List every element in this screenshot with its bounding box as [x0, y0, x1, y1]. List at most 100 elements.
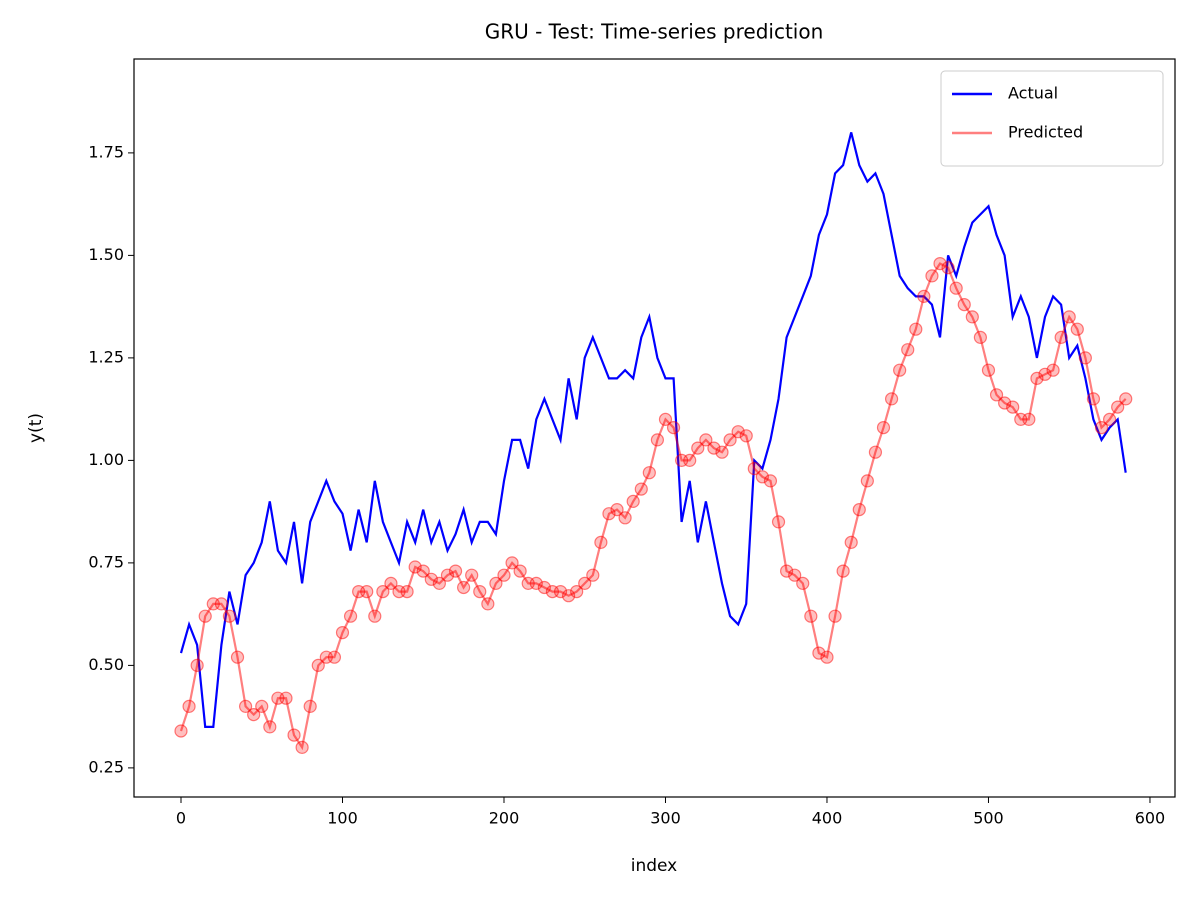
- series-marker: [965, 310, 979, 324]
- series-marker: [650, 433, 665, 447]
- series-marker: [198, 609, 212, 623]
- series-marker: [844, 535, 858, 549]
- series-marker: [448, 564, 463, 578]
- x-tick-label: 400: [812, 809, 843, 828]
- series-marker: [884, 392, 899, 406]
- series-marker: [190, 658, 204, 672]
- series-marker: [327, 650, 342, 664]
- series-marker: [989, 388, 1004, 402]
- chart-title: GRU - Test: Time-series prediction: [485, 20, 824, 44]
- series-marker: [553, 584, 568, 599]
- series-marker: [384, 576, 398, 590]
- series-marker: [691, 441, 705, 455]
- series-marker: [247, 707, 261, 722]
- series-marker: [1038, 367, 1052, 381]
- x-axis-label: index: [631, 856, 678, 876]
- series-marker: [804, 609, 818, 623]
- series-marker: [578, 576, 592, 590]
- series-marker: [998, 396, 1012, 410]
- y-axis-label: y(t): [26, 413, 46, 443]
- y-tick-label: 0.75: [88, 552, 124, 571]
- y-tick-label: 1.50: [88, 245, 124, 264]
- series-marker: [755, 470, 769, 484]
- series-marker: [303, 699, 317, 713]
- series-marker: [440, 568, 455, 582]
- series-marker: [255, 699, 269, 713]
- series-marker: [230, 650, 245, 664]
- series-marker: [876, 420, 891, 435]
- series-marker: [973, 330, 987, 344]
- series-marker: [263, 720, 277, 734]
- series-marker: [586, 568, 600, 582]
- y-tick-label: 1.00: [88, 450, 124, 469]
- series-marker: [852, 502, 866, 517]
- series-marker: [287, 728, 301, 742]
- series-marker: [238, 699, 253, 713]
- series-marker: [723, 433, 737, 447]
- series-marker: [771, 515, 786, 529]
- series-marker: [1062, 310, 1076, 324]
- series-marker: [1102, 412, 1117, 426]
- series-marker: [642, 466, 656, 480]
- series-marker: [699, 433, 713, 447]
- x-tick-label: 600: [1135, 809, 1166, 828]
- series-marker: [981, 363, 996, 377]
- series-marker: [739, 429, 753, 443]
- series-marker: [497, 568, 511, 582]
- series-marker: [416, 564, 430, 578]
- series-marker: [763, 474, 778, 488]
- series-marker: [707, 441, 721, 455]
- legend-box: [940, 70, 1164, 167]
- series-marker: [933, 256, 947, 271]
- series-marker: [222, 609, 237, 623]
- series-marker: [917, 289, 931, 303]
- series-marker: [481, 597, 495, 611]
- series-marker: [1030, 371, 1044, 385]
- series-marker: [424, 572, 438, 586]
- legend-label: Actual: [1008, 84, 1058, 103]
- series-marker: [465, 568, 479, 582]
- y-tick-label: 0.50: [88, 655, 124, 674]
- series-marker: [335, 625, 350, 640]
- series-marker: [1022, 412, 1036, 426]
- series-marker: [626, 494, 640, 508]
- series-marker: [311, 658, 325, 672]
- series-marker: [1119, 392, 1133, 406]
- series-marker: [594, 535, 608, 549]
- series-marker: [731, 425, 745, 439]
- series-marker: [279, 691, 293, 705]
- series-marker: [788, 568, 802, 582]
- y-tick-label: 0.25: [88, 757, 124, 776]
- x-tick-label: 300: [650, 809, 681, 828]
- series-marker: [376, 584, 390, 599]
- series-marker: [529, 576, 543, 590]
- series-marker: [505, 556, 519, 570]
- series-marker: [400, 584, 414, 599]
- series-marker: [457, 580, 471, 595]
- x-tick-label: 0: [176, 809, 186, 828]
- series-marker: [561, 589, 576, 603]
- series-marker: [1086, 392, 1101, 406]
- series-marker: [925, 269, 939, 283]
- series-marker: [1094, 420, 1109, 435]
- series-marker: [214, 597, 228, 611]
- series-marker: [1006, 400, 1020, 414]
- series-marker: [602, 507, 616, 521]
- series-marker: [658, 412, 673, 426]
- series-marker: [747, 461, 761, 476]
- series-marker: [610, 502, 624, 517]
- series-marker: [715, 445, 729, 459]
- series-marker: [432, 576, 446, 590]
- series-marker: [489, 576, 503, 590]
- series-marker: [860, 474, 874, 488]
- x-tick-label: 500: [973, 809, 1004, 828]
- series-marker: [893, 363, 907, 377]
- series-marker: [1054, 330, 1068, 344]
- series-marker: [1078, 351, 1092, 365]
- series-marker: [570, 584, 584, 599]
- series-marker: [949, 281, 963, 295]
- series-marker: [618, 511, 632, 525]
- series-marker: [666, 420, 681, 435]
- plot-area: [174, 132, 1133, 754]
